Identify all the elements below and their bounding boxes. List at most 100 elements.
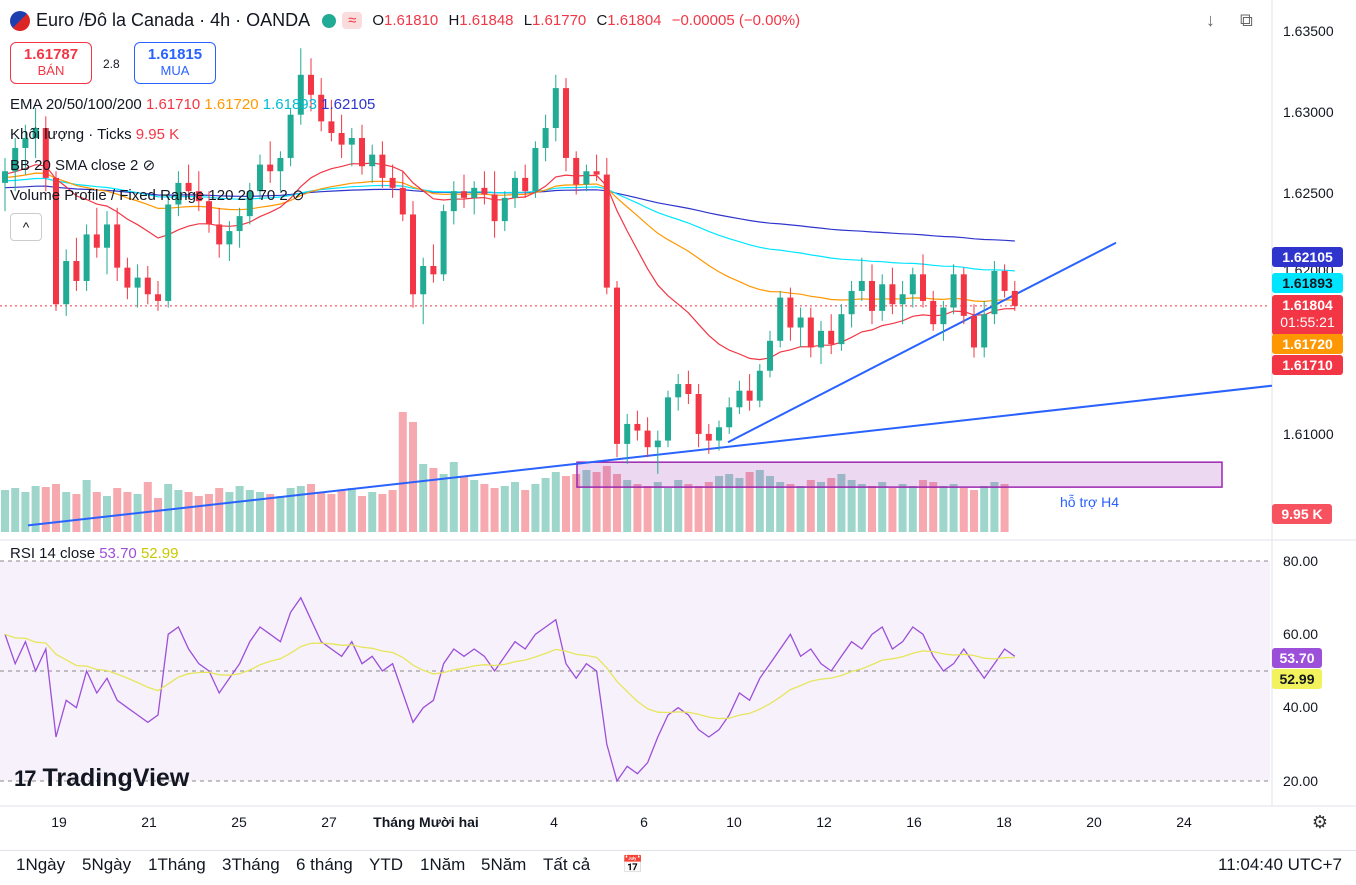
candle-body [930,300,937,325]
candle-body [909,274,916,295]
volume-bar [286,488,295,532]
rsi-tick: 60.00 [1283,626,1319,642]
range-button-6m[interactable]: 6 tháng [296,855,353,874]
range-button-ytd[interactable]: YTD [369,855,403,874]
volume-bar [745,472,754,532]
eur-cad-flag-icon [10,10,30,31]
sell-label: BÁN [37,63,65,78]
candle-body [971,315,977,348]
volume-bar [827,478,836,532]
volume-bar [939,486,948,532]
rsi-tick: 80.00 [1283,553,1319,569]
range-button-all[interactable]: Tất cả [543,855,591,874]
candle-body [287,114,294,158]
volume-profile-legend[interactable]: Volume Profile / Fixed Range 120 20 70 2… [10,187,305,204]
candle-body [440,211,447,275]
time-tick: 25 [231,814,247,830]
time-tick: 6 [640,814,648,830]
volume-bar [429,468,438,532]
candle-body [124,267,131,288]
ema200-value: 1.62105 [321,96,376,113]
candle-body [32,128,39,138]
time-tick: 24 [1176,814,1192,830]
candle-body [165,204,172,301]
volume-bar [541,478,550,532]
range-button-3m[interactable]: 3Tháng [222,855,280,874]
collapse-legend-button[interactable]: ^ [10,213,42,241]
range-button-5y[interactable]: 5Năm [481,855,527,874]
range-button-5d[interactable]: 5Ngày [82,855,132,874]
volume-bar [358,496,366,532]
candle-body [614,287,620,444]
ema20-value: 1.61710 [145,96,201,113]
download-icon[interactable]: ↓ [1206,10,1215,30]
support-annotation[interactable]: hỗ trợ H4 [1060,494,1119,510]
time-tick: 18 [996,814,1012,830]
candle-body [573,157,580,185]
chart-header: Euro /Đô la Canada · 4h · OANDA ≈ O1.618… [10,10,806,31]
tradingview-logo[interactable]: 17 TradingView [14,764,190,792]
time-tick-month: Tháng Mười hai [373,814,479,830]
volume-bar [398,412,407,532]
volume-bar [572,474,581,532]
candle-body [828,330,835,345]
volume-bar [256,492,264,532]
candle-body [481,187,488,195]
candle-body [889,284,896,305]
candle-body [93,234,100,248]
date-range-icon[interactable]: 📅 [622,855,644,874]
hidden-eye-icon[interactable]: ⊘ [142,157,156,174]
wave-icon[interactable]: ≈ [342,12,363,29]
candle-body [104,224,110,248]
settings-gear-icon[interactable]: ⚙ [1311,812,1328,832]
chart-canvas[interactable] [0,0,1356,850]
price-tick: 1.62500 [1283,185,1334,201]
symbol-title[interactable]: Euro /Đô la Canada · 4h · OANDA [36,10,311,30]
candle-body [461,191,467,198]
candle-body [63,261,70,305]
candle-body [246,191,253,217]
volume-bar [898,484,907,532]
volume-bar [215,488,224,532]
candle-body [267,164,274,172]
bb-legend[interactable]: BB 20 SMA close 2 ⊘ [10,157,156,174]
volume-bar [184,492,193,532]
volume-bar [409,422,417,532]
volume-bar [929,482,938,532]
range-button-1y[interactable]: 1Năm [420,855,466,874]
volume-bar [439,474,448,532]
volume-bar [664,488,672,532]
candle-body [705,433,712,441]
candle-body [848,290,855,315]
hidden-eye-icon[interactable]: ⊘ [291,187,305,204]
ema-legend[interactable]: EMA 20/50/100/200 1.61710 1.61720 1.6189… [10,96,376,113]
candle-body [685,384,692,395]
volume-bar [623,480,632,532]
candle-body [563,88,569,158]
candle-body [1011,290,1018,306]
volume-bar [419,464,428,532]
candle-body [420,266,427,295]
candle-body [144,277,151,295]
sell-price: 1.61787 [23,46,79,63]
volume-bar [704,482,713,532]
volume-bar [82,480,91,532]
range-button-1d[interactable]: 1Ngày [16,855,66,874]
volume-bar [633,484,642,532]
clock[interactable]: 11:04:40 UTC+7 [1218,855,1342,874]
volume-legend[interactable]: Khối lượng · Ticks 9.95 K [10,126,180,143]
candle-body [787,297,794,328]
candle-body [522,177,529,192]
candle-body [756,370,763,401]
price-tick: 1.63500 [1283,23,1334,39]
sell-button[interactable]: 1.61787 BÁN [10,42,92,84]
candle-body [654,440,661,448]
fullscreen-icon[interactable]: ⧉ [1240,10,1253,30]
volume-bar [949,484,958,532]
volume-bar [266,494,275,532]
buy-button[interactable]: 1.61815 MUA [134,42,216,84]
rsi-legend[interactable]: RSI 14 close 53.70 52.99 [10,545,179,562]
time-tick: 4 [550,814,558,830]
range-button-1m[interactable]: 1Tháng [148,855,206,874]
long-trendline [27,384,1273,527]
